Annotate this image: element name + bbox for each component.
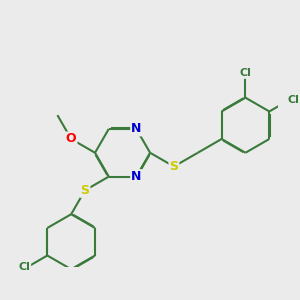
- Text: O: O: [66, 133, 76, 146]
- Text: N: N: [131, 122, 142, 135]
- Text: Cl: Cl: [18, 262, 30, 272]
- Text: N: N: [131, 170, 142, 183]
- Text: Cl: Cl: [239, 68, 251, 78]
- Text: Cl: Cl: [288, 95, 300, 105]
- Text: S: S: [169, 160, 178, 173]
- Text: S: S: [80, 184, 89, 197]
